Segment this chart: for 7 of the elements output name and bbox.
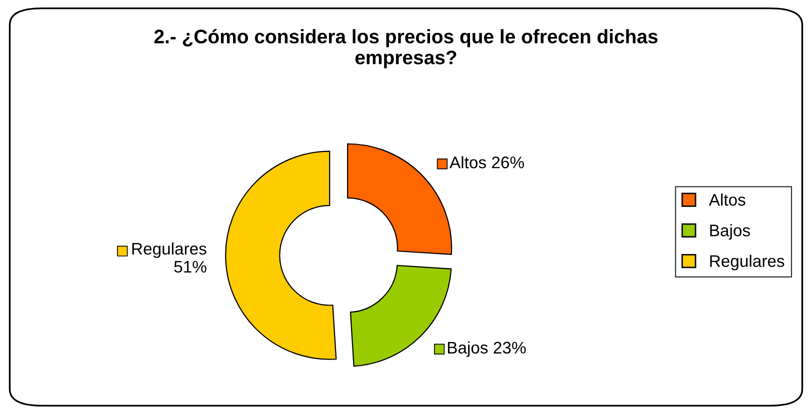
legend-label: Regulares [710, 254, 784, 270]
legend-label: Altos [708, 193, 746, 206]
data-label: Altos 26% [450, 156, 524, 168]
legend-label: Bajos [710, 224, 750, 240]
data-label: Regulares 51% [132, 242, 206, 273]
data-label: Bajos 23% [448, 341, 526, 357]
chart-title: 2.- ¿Cómo considera los precios que le ofrecen dichas empresas? [154, 28, 658, 68]
